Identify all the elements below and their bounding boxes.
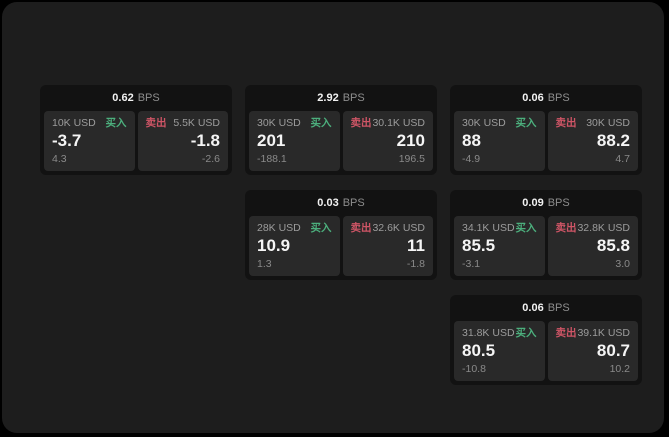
sell-side-label[interactable]: 卖出 (350, 117, 372, 129)
bps-header: 0.06 BPS (450, 85, 642, 111)
buy-price: 10.9 (257, 236, 291, 255)
quote-card-grid: 0.62 BPS 10K USD 买入 -3.7 4.3 卖出 5.5K USD (40, 85, 642, 385)
buy-side-label[interactable]: 买入 (310, 117, 332, 129)
sell-price: 85.8 (596, 236, 630, 255)
sell-amount: 32.6K USD (372, 222, 425, 234)
buy-panel[interactable]: 34.1K USD 买入 85.5 -3.1 (454, 216, 545, 276)
bps-unit: BPS (137, 92, 160, 104)
buy-price: 85.5 (462, 236, 496, 255)
bps-header: 0.62 BPS (40, 85, 232, 111)
sell-amount: 30K USD (586, 117, 630, 129)
buy-side-label[interactable]: 买入 (515, 222, 537, 234)
quote-card: 0.03 BPS 28K USD 买入 10.9 1.3 卖出 32.6K US… (245, 190, 437, 280)
quote-card: 0.09 BPS 34.1K USD 买入 85.5 -3.1 卖出 32.8K… (450, 190, 642, 280)
sell-delta: -2.6 (201, 153, 220, 165)
buy-price: 80.5 (462, 341, 496, 360)
quote-panels: 10K USD 买入 -3.7 4.3 卖出 5.5K USD -1.8 -2.… (44, 111, 228, 171)
bps-value: 0.62 (112, 92, 134, 104)
buy-delta: 4.3 (52, 153, 67, 165)
sell-side-label[interactable]: 卖出 (555, 222, 577, 234)
quote-panels: 30K USD 买入 88 -4.9 卖出 30K USD 88.2 4.7 (454, 111, 638, 171)
quote-card: 0.62 BPS 10K USD 买入 -3.7 4.3 卖出 5.5K USD (40, 85, 232, 175)
buy-side-label[interactable]: 买入 (105, 117, 127, 129)
sell-delta: -1.8 (406, 258, 425, 270)
buy-price: 88 (462, 131, 481, 150)
bps-value: 0.09 (522, 197, 544, 209)
bps-unit: BPS (547, 302, 570, 314)
sell-delta: 4.7 (615, 153, 630, 165)
buy-price: 201 (257, 131, 286, 150)
buy-delta: -4.9 (462, 153, 481, 165)
buy-panel[interactable]: 30K USD 买入 88 -4.9 (454, 111, 545, 171)
quote-card: 0.06 BPS 31.8K USD 买入 80.5 -10.8 卖出 39.1… (450, 295, 642, 385)
buy-panel[interactable]: 28K USD 买入 10.9 1.3 (249, 216, 340, 276)
bps-value: 2.92 (317, 92, 339, 104)
bps-unit: BPS (547, 92, 570, 104)
quote-card: 0.06 BPS 30K USD 买入 88 -4.9 卖出 30K USD (450, 85, 642, 175)
bps-unit: BPS (342, 197, 365, 209)
sell-panel[interactable]: 卖出 30.1K USD 210 196.5 (342, 111, 433, 171)
sell-side-label[interactable]: 卖出 (555, 327, 577, 339)
buy-amount: 10K USD (52, 117, 96, 129)
buy-delta: -188.1 (257, 153, 287, 165)
bps-header: 0.09 BPS (450, 190, 642, 216)
bps-header: 0.03 BPS (245, 190, 437, 216)
sell-delta: 3.0 (615, 258, 630, 270)
bps-value: 0.06 (522, 302, 544, 314)
buy-side-label[interactable]: 买入 (515, 327, 537, 339)
bps-header: 0.06 BPS (450, 295, 642, 321)
sell-price: 210 (396, 131, 425, 150)
sell-price: 80.7 (596, 341, 630, 360)
sell-price: 88.2 (596, 131, 630, 150)
sell-panel[interactable]: 卖出 5.5K USD -1.8 -2.6 (137, 111, 228, 171)
sell-amount: 5.5K USD (173, 117, 220, 129)
sell-delta: 10.2 (609, 363, 630, 375)
buy-panel[interactable]: 10K USD 买入 -3.7 4.3 (44, 111, 135, 171)
sell-panel[interactable]: 卖出 30K USD 88.2 4.7 (547, 111, 638, 171)
quote-panels: 31.8K USD 买入 80.5 -10.8 卖出 39.1K USD 80.… (454, 321, 638, 381)
buy-delta: -10.8 (462, 363, 486, 375)
bps-value: 0.03 (317, 197, 339, 209)
bps-unit: BPS (547, 197, 570, 209)
sell-amount: 39.1K USD (577, 327, 630, 339)
buy-amount: 30K USD (257, 117, 301, 129)
buy-delta: 1.3 (257, 258, 272, 270)
sell-panel[interactable]: 卖出 39.1K USD 80.7 10.2 (547, 321, 638, 381)
bps-header: 2.92 BPS (245, 85, 437, 111)
sell-delta: 196.5 (398, 153, 425, 165)
buy-panel[interactable]: 31.8K USD 买入 80.5 -10.8 (454, 321, 545, 381)
sell-amount: 30.1K USD (372, 117, 425, 129)
buy-amount: 34.1K USD (462, 222, 515, 234)
buy-amount: 28K USD (257, 222, 301, 234)
sell-panel[interactable]: 卖出 32.8K USD 85.8 3.0 (547, 216, 638, 276)
quote-panels: 28K USD 买入 10.9 1.3 卖出 32.6K USD 11 -1.8 (249, 216, 433, 276)
sell-side-label[interactable]: 卖出 (555, 117, 577, 129)
sell-side-label[interactable]: 卖出 (145, 117, 167, 129)
quote-card: 2.92 BPS 30K USD 买入 201 -188.1 卖出 30.1K … (245, 85, 437, 175)
buy-side-label[interactable]: 买入 (515, 117, 537, 129)
buy-delta: -3.1 (462, 258, 481, 270)
buy-amount: 31.8K USD (462, 327, 515, 339)
sell-amount: 32.8K USD (577, 222, 630, 234)
sell-price: 11 (407, 236, 425, 255)
sell-side-label[interactable]: 卖出 (350, 222, 372, 234)
buy-price: -3.7 (52, 131, 82, 150)
sell-panel[interactable]: 卖出 32.6K USD 11 -1.8 (342, 216, 433, 276)
buy-side-label[interactable]: 买入 (310, 222, 332, 234)
buy-amount: 30K USD (462, 117, 506, 129)
buy-panel[interactable]: 30K USD 买入 201 -188.1 (249, 111, 340, 171)
app-window: 0.62 BPS 10K USD 买入 -3.7 4.3 卖出 5.5K USD (2, 2, 664, 433)
bps-unit: BPS (342, 92, 365, 104)
quote-panels: 30K USD 买入 201 -188.1 卖出 30.1K USD 210 1… (249, 111, 433, 171)
bps-value: 0.06 (522, 92, 544, 104)
quote-panels: 34.1K USD 买入 85.5 -3.1 卖出 32.8K USD 85.8… (454, 216, 638, 276)
sell-price: -1.8 (190, 131, 220, 150)
